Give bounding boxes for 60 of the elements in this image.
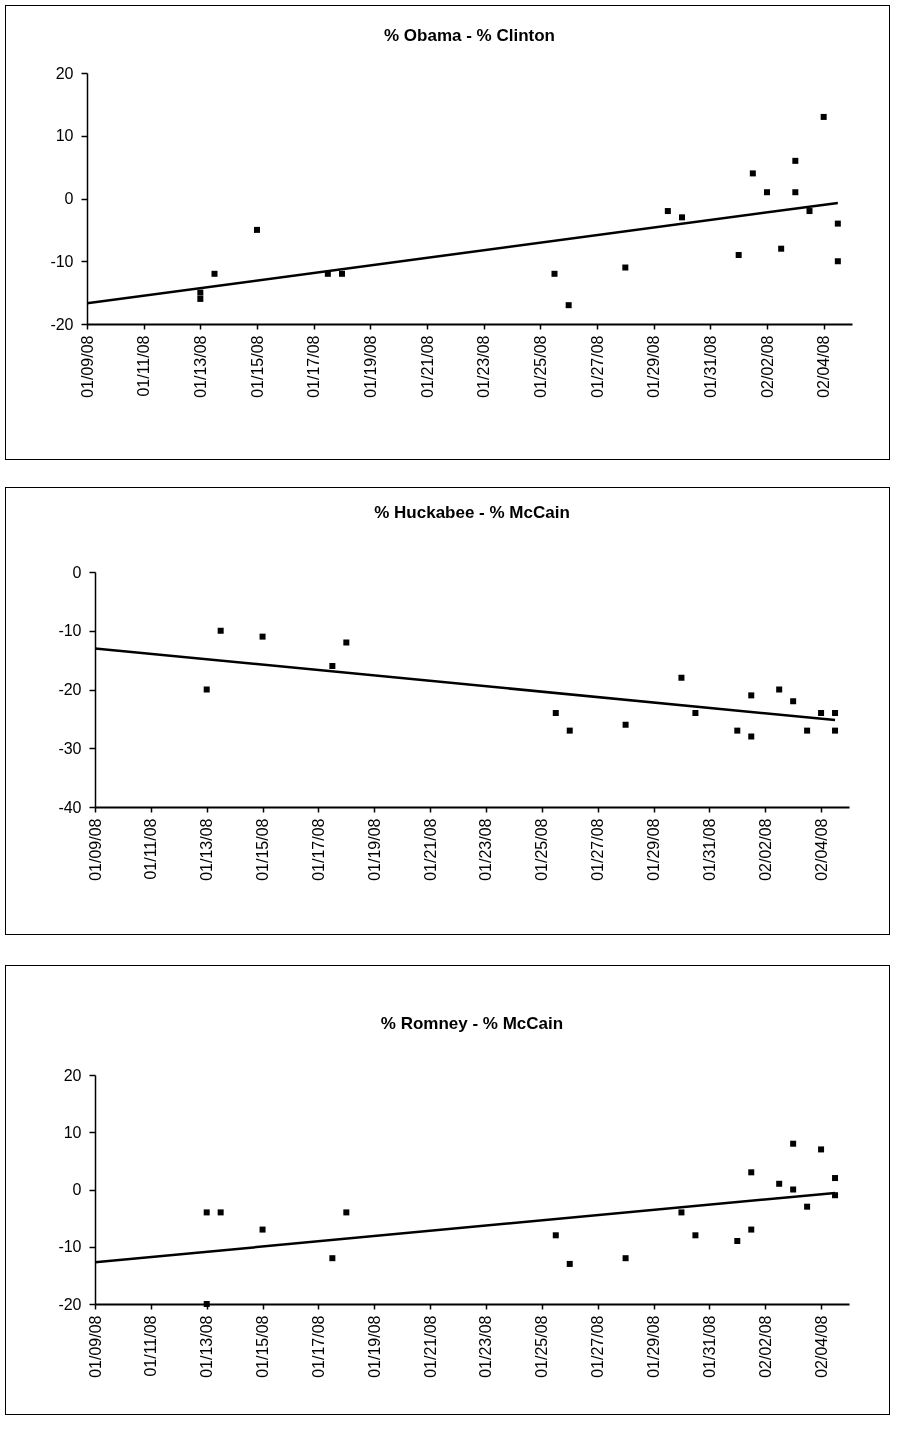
y-tick-label: 20 <box>55 64 74 82</box>
x-tick-label: 01/17/08 <box>309 1315 327 1378</box>
y-tick-label: -40 <box>58 798 82 816</box>
x-tick-label: 02/02/08 <box>758 335 776 398</box>
x-tick-label: 01/25/08 <box>533 818 551 881</box>
y-tick-label: 10 <box>63 1123 82 1141</box>
x-tick-label: 01/11/08 <box>142 1315 160 1377</box>
x-tick-label: 01/17/08 <box>309 818 327 881</box>
y-tick-label: -10 <box>58 622 82 640</box>
y-tick-label: -20 <box>58 681 82 698</box>
x-tick-label: 01/29/08 <box>645 1315 663 1378</box>
x-tick-label: 01/21/08 <box>418 335 436 398</box>
y-tick-label: 10 <box>55 127 74 145</box>
x-tick-label: 01/11/08 <box>142 818 160 880</box>
x-tick-label: 01/25/08 <box>531 335 549 398</box>
x-tick-label: 01/31/08 <box>700 818 718 881</box>
x-tick-label: 01/11/08 <box>135 335 153 397</box>
y-tick-label: -10 <box>58 1238 82 1256</box>
y-tick-label: -20 <box>50 315 74 333</box>
y-tick-label: 0 <box>72 563 82 581</box>
x-tick-label: 01/27/08 <box>589 818 607 881</box>
chart-title: % Huckabee - % McCain <box>374 503 570 522</box>
x-tick-label: 01/13/08 <box>198 818 216 881</box>
x-tick-label: 01/17/08 <box>305 335 323 398</box>
x-tick-label: 01/21/08 <box>421 818 439 881</box>
y-tick-label: -20 <box>58 1295 82 1313</box>
x-tick-label: 01/15/08 <box>254 1315 272 1378</box>
x-tick-label: 01/27/08 <box>588 335 606 398</box>
x-tick-label: 01/23/08 <box>475 335 493 398</box>
x-tick-label: 01/19/08 <box>365 1315 383 1378</box>
x-tick-label: 01/31/08 <box>701 335 719 398</box>
x-tick-label: 01/19/08 <box>365 818 383 881</box>
x-tick-label: 02/04/08 <box>815 335 833 398</box>
y-tick-label: -10 <box>50 252 74 270</box>
x-tick-label: 01/19/08 <box>361 335 379 398</box>
x-tick-label: 01/29/08 <box>645 818 663 881</box>
x-tick-label: 01/23/08 <box>477 1315 495 1378</box>
chart-title: % Obama - % Clinton <box>384 26 555 45</box>
x-tick-label: 01/27/08 <box>589 1315 607 1378</box>
x-tick-label: 01/21/08 <box>421 1315 439 1378</box>
x-tick-label: 01/13/08 <box>198 1315 216 1378</box>
x-tick-label: 01/23/08 <box>477 818 495 881</box>
y-tick-label: 0 <box>72 1181 82 1198</box>
x-tick-label: 02/04/08 <box>812 818 830 881</box>
y-tick-label: 0 <box>64 190 74 207</box>
x-tick-label: 01/29/08 <box>645 335 663 398</box>
x-tick-label: 01/31/08 <box>700 1315 718 1378</box>
y-tick-label: 20 <box>63 1066 82 1084</box>
x-tick-label: 01/09/08 <box>78 335 96 398</box>
y-tick-label: -30 <box>58 739 82 757</box>
x-tick-label: 01/15/08 <box>254 818 272 881</box>
x-tick-label: 01/09/08 <box>86 1315 104 1378</box>
x-tick-label: 01/25/08 <box>533 1315 551 1378</box>
x-tick-label: 02/02/08 <box>756 818 774 881</box>
x-tick-label: 01/13/08 <box>191 335 209 398</box>
x-tick-label: 02/04/08 <box>812 1315 830 1378</box>
x-tick-label: 01/15/08 <box>248 335 266 398</box>
x-tick-label: 01/09/08 <box>86 818 104 881</box>
x-tick-label: 02/02/08 <box>756 1315 774 1378</box>
chart-title: % Romney - % McCain <box>380 1014 564 1033</box>
